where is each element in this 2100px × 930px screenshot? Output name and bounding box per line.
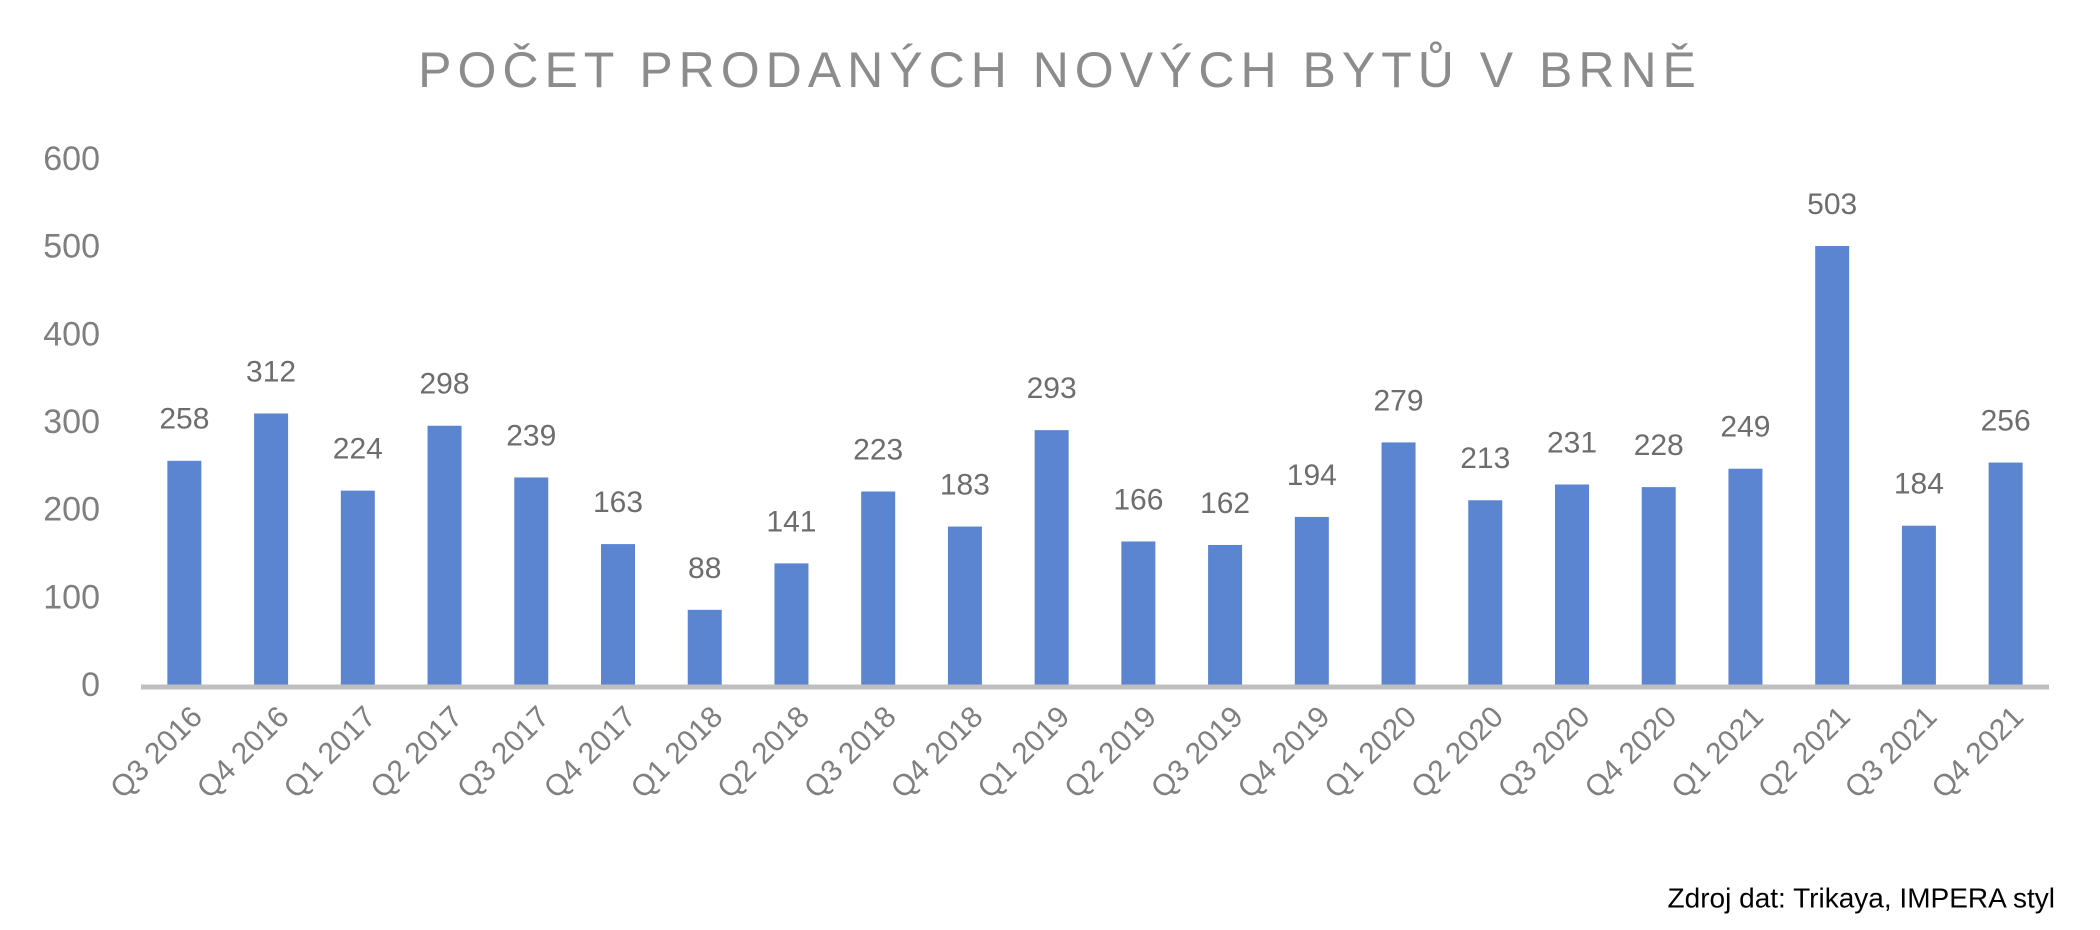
x-tick-label: Q1 2017	[278, 700, 383, 805]
bar	[340, 490, 375, 687]
x-tick-label: Q1 2020	[1318, 700, 1423, 805]
chart-title: POČET PRODANÝCH NOVÝCH BYTŮ V BRNĚ	[418, 41, 1702, 98]
bar	[1815, 246, 1850, 687]
x-tick-label: Q2 2021	[1752, 700, 1857, 805]
x-tick-label: Q3 2016	[104, 700, 209, 805]
bar	[167, 460, 202, 687]
x-tick-label: Q1 2019	[971, 700, 1076, 805]
value-label: 224	[333, 433, 383, 466]
x-tick-label: Q3 2017	[451, 700, 556, 805]
bar	[1555, 484, 1589, 687]
value-label: 249	[1720, 411, 1770, 444]
x-tick-label: Q4 2021	[1925, 700, 2030, 805]
bar	[861, 491, 896, 687]
y-tick-label: 500	[43, 228, 100, 266]
y-tick-label: 600	[43, 140, 100, 178]
x-tick-label: Q3 2019	[1145, 700, 1250, 805]
bar	[774, 563, 809, 687]
bar	[427, 425, 462, 687]
value-label: 184	[1894, 468, 1944, 501]
bar	[514, 477, 549, 687]
y-tick-label: 100	[43, 578, 100, 616]
value-label: 293	[1027, 372, 1077, 405]
x-tick-label: Q3 2020	[1492, 700, 1597, 805]
bar	[254, 413, 289, 687]
x-tick-label: Q2 2019	[1058, 700, 1163, 805]
value-label: 166	[1113, 483, 1163, 516]
value-label: 162	[1200, 487, 1250, 520]
value-label: 256	[1981, 404, 2031, 437]
value-label: 88	[688, 552, 721, 585]
value-label: 298	[420, 368, 470, 401]
source-note: Zdroj dat: Trikaya, IMPERA styl	[1668, 882, 2055, 913]
x-tick-label: Q1 2018	[625, 700, 730, 805]
bar	[947, 526, 982, 687]
value-label: 183	[940, 468, 990, 501]
value-label: 239	[506, 419, 556, 452]
bar	[1988, 462, 2023, 687]
x-tick-label: Q4 2019	[1232, 700, 1337, 805]
x-tick-label: Q2 2018	[711, 700, 816, 805]
y-tick-label: 300	[43, 403, 100, 441]
value-label: 213	[1460, 442, 1510, 475]
value-label: 503	[1807, 188, 1857, 221]
value-label: 312	[246, 355, 296, 388]
x-tick-label: Q2 2020	[1405, 700, 1510, 805]
x-tick-label: Q2 2017	[364, 700, 469, 805]
x-tick-label: Q1 2021	[1665, 700, 1770, 805]
bar	[687, 609, 722, 687]
x-tick-label: Q4 2017	[538, 700, 643, 805]
bar	[1294, 516, 1329, 687]
bar	[1034, 430, 1069, 687]
bar	[1901, 525, 1936, 687]
value-label: 279	[1374, 384, 1424, 417]
x-tick-label: Q4 2020	[1579, 700, 1684, 805]
x-tick-label: Q4 2018	[885, 700, 990, 805]
bar	[1468, 500, 1503, 687]
y-tick-label: 400	[43, 315, 100, 353]
bar	[1121, 541, 1156, 687]
value-label: 194	[1287, 459, 1337, 492]
y-tick-label: 200	[43, 491, 100, 529]
x-tick-label: Q3 2018	[798, 700, 903, 805]
y-tick-label: 0	[81, 666, 100, 704]
x-tick-label: Q4 2016	[191, 700, 296, 805]
value-label: 223	[853, 433, 903, 466]
x-tick-label: Q3 2021	[1839, 700, 1944, 805]
value-label: 231	[1547, 426, 1597, 459]
value-label: 163	[593, 486, 643, 519]
value-label: 228	[1634, 429, 1684, 462]
bar	[601, 544, 635, 687]
value-label: 258	[159, 403, 209, 436]
value-label: 141	[766, 505, 816, 538]
bar	[1728, 468, 1763, 687]
bar	[1381, 442, 1416, 687]
bar	[1641, 487, 1676, 687]
bar	[1208, 544, 1243, 687]
